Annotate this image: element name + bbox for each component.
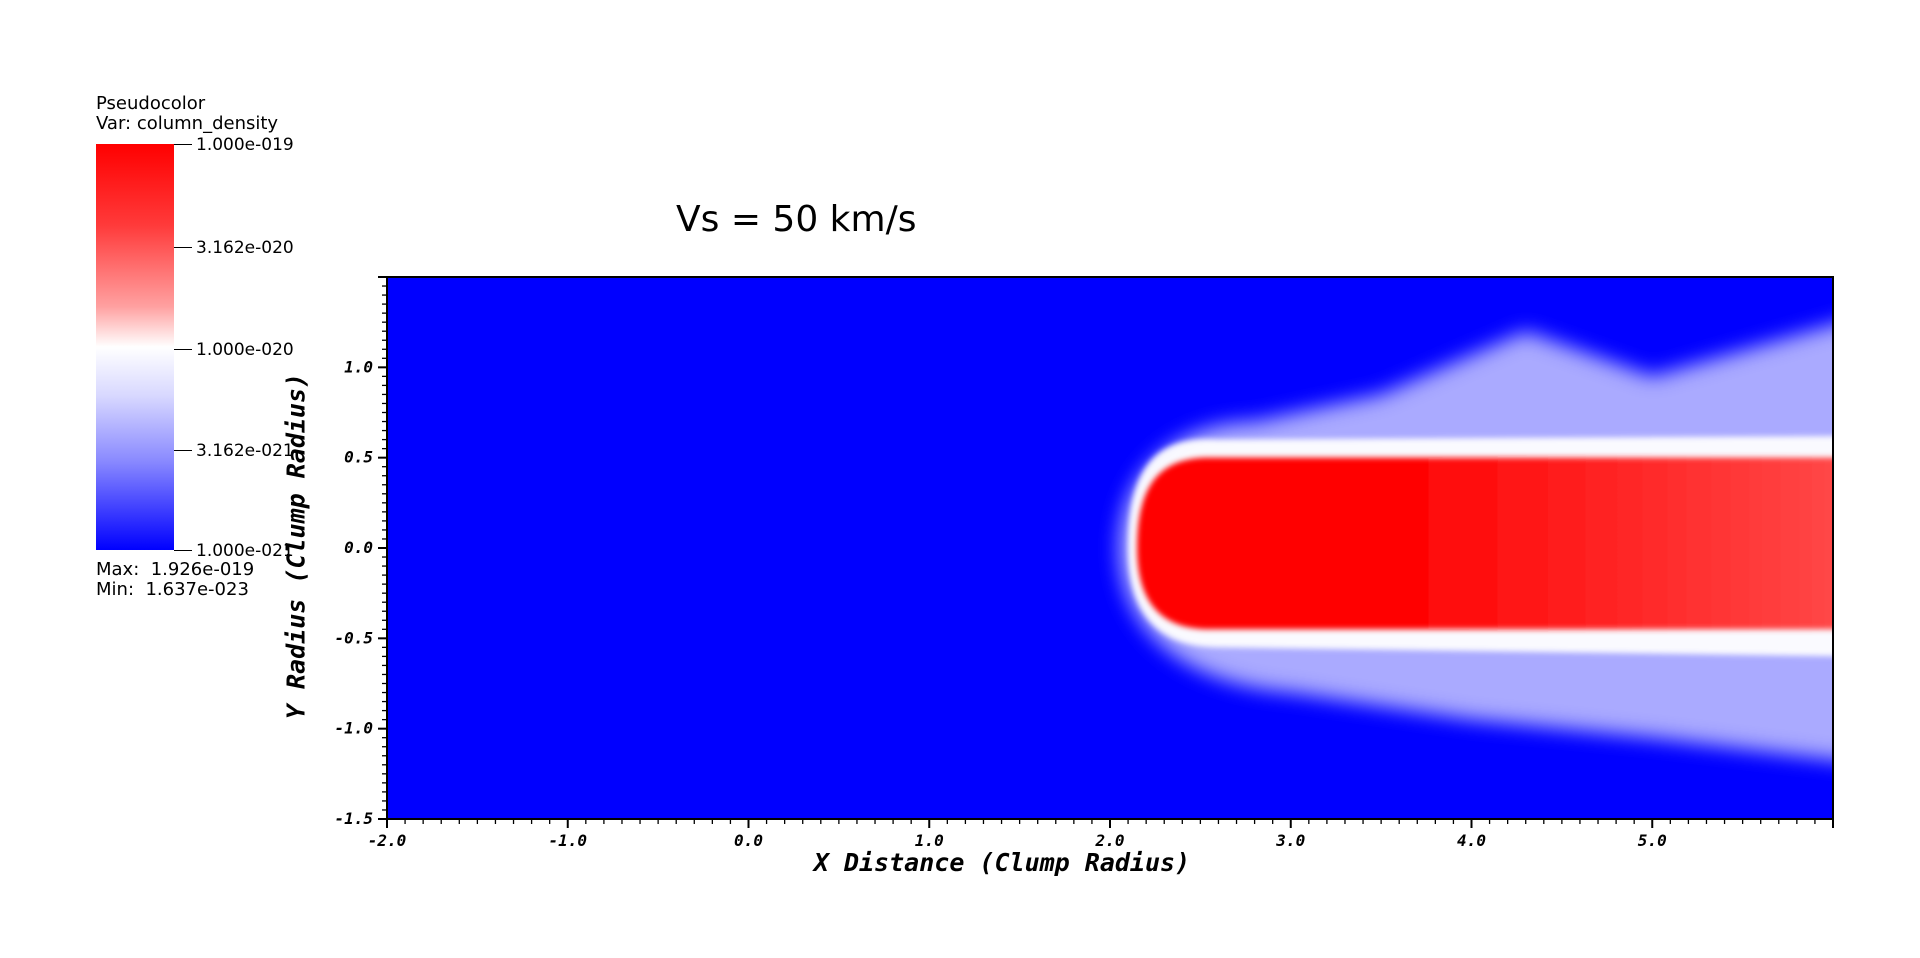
colorbar-tick-label: 3.162e-020	[196, 238, 294, 258]
y-tick-label: 0.0	[344, 538, 373, 557]
colorbar-tick-label: 1.000e-020	[196, 340, 294, 360]
x-tick-label: 3.0	[1275, 831, 1305, 850]
plot-title: Vs = 50 km/s	[676, 199, 917, 240]
colorbar-tick	[174, 247, 192, 248]
y-axis-title: Y Radius (Clump Radius)	[281, 372, 311, 720]
colorbar-tick-label: 1.000e-021	[196, 541, 294, 561]
y-tick-label: 1.0	[344, 357, 373, 376]
colorbar-tick	[174, 450, 192, 451]
colorbar-tick-label: 3.162e-021	[196, 441, 294, 461]
x-tick-label: -2.0	[368, 831, 407, 850]
colorbar-tick	[174, 550, 192, 551]
x-axis-title: X Distance (Clump Radius)	[813, 848, 1191, 877]
y-tick-label: -1.5	[334, 809, 373, 828]
dense-core	[1137, 457, 1833, 630]
x-tick-label: 1.0	[915, 831, 944, 850]
legend-max: Max: 1.926e-019	[96, 559, 255, 580]
x-tick-label: 5.0	[1638, 831, 1667, 850]
x-tick-label: 4.0	[1457, 831, 1486, 850]
y-tick-label: 0.5	[344, 448, 373, 467]
legend-min: Min: 1.637e-023	[96, 579, 249, 600]
colorbar-tick-label: 1.000e-019	[196, 135, 294, 155]
x-tick-label: -1.0	[548, 831, 587, 850]
legend-variable: Var: column_density	[96, 113, 279, 134]
legend-plot-type: Pseudocolor	[96, 93, 206, 114]
x-tick-label: 2.0	[1095, 831, 1125, 850]
x-tick-label: 0.0	[734, 831, 763, 850]
y-tick-label: -0.5	[334, 628, 373, 647]
colorbar-tick	[174, 349, 192, 350]
y-tick-label: -1.0	[334, 719, 373, 738]
colorbar	[96, 144, 174, 550]
colorbar-tick	[174, 144, 192, 145]
